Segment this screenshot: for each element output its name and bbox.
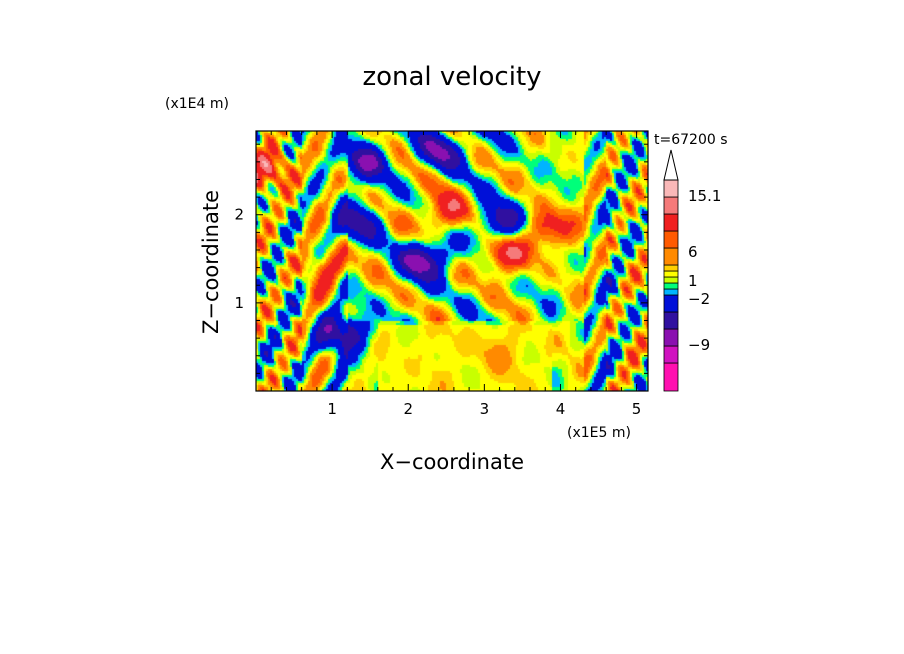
colorbar-segment xyxy=(663,179,679,198)
x-tick-label: 2 xyxy=(403,400,413,418)
colorbar-label: 6 xyxy=(688,243,698,261)
x-axis-label: X−coordinate xyxy=(380,450,524,474)
y-scale-label: (x1E4 m) xyxy=(165,96,229,112)
y-tick-label: 2 xyxy=(234,206,244,224)
colorbar-label: 1 xyxy=(688,272,698,290)
colorbar-label: −2 xyxy=(688,290,710,308)
plot-frame xyxy=(255,130,649,392)
colorbar-segment xyxy=(663,276,679,284)
colorbar-segment xyxy=(663,282,679,290)
colorbar-label: −9 xyxy=(688,336,710,354)
y-axis: 12 xyxy=(234,143,648,374)
x-axis: 1 2 3 4 5 xyxy=(270,131,642,418)
y-tick-label: 1 xyxy=(234,294,244,312)
x-tick-label: 3 xyxy=(480,400,490,418)
colorbar-segment xyxy=(663,345,679,364)
colorbar-segment xyxy=(663,311,679,330)
colorbar-segment xyxy=(663,362,679,392)
colorbar-segment xyxy=(663,196,679,215)
colorbar-extend-arrow xyxy=(663,149,679,181)
colorbar-segment xyxy=(663,247,679,266)
plot-area xyxy=(255,130,649,392)
colorbar-segment xyxy=(663,288,679,296)
colorbar: 15.1 6 1−2 −9 xyxy=(663,149,721,392)
colorbar-segment xyxy=(663,230,679,249)
colorbar-label: 15.1 xyxy=(688,187,721,205)
chart-title: zonal velocity xyxy=(362,62,541,92)
x-tick-label: 4 xyxy=(556,400,566,418)
colorbar-segment xyxy=(663,294,679,313)
colorbar-segment xyxy=(663,270,679,278)
colorbar-segment xyxy=(663,328,679,347)
time-label: t=67200 s xyxy=(654,132,728,148)
contour-field xyxy=(256,131,648,391)
colorbar-segment xyxy=(663,213,679,232)
x-scale-label: (x1E5 m) xyxy=(567,425,631,441)
colorbar-segment xyxy=(663,264,679,272)
y-axis-label: Z−coordinate xyxy=(199,190,223,334)
x-tick-label: 1 xyxy=(327,400,337,418)
x-tick-label: 5 xyxy=(632,400,642,418)
